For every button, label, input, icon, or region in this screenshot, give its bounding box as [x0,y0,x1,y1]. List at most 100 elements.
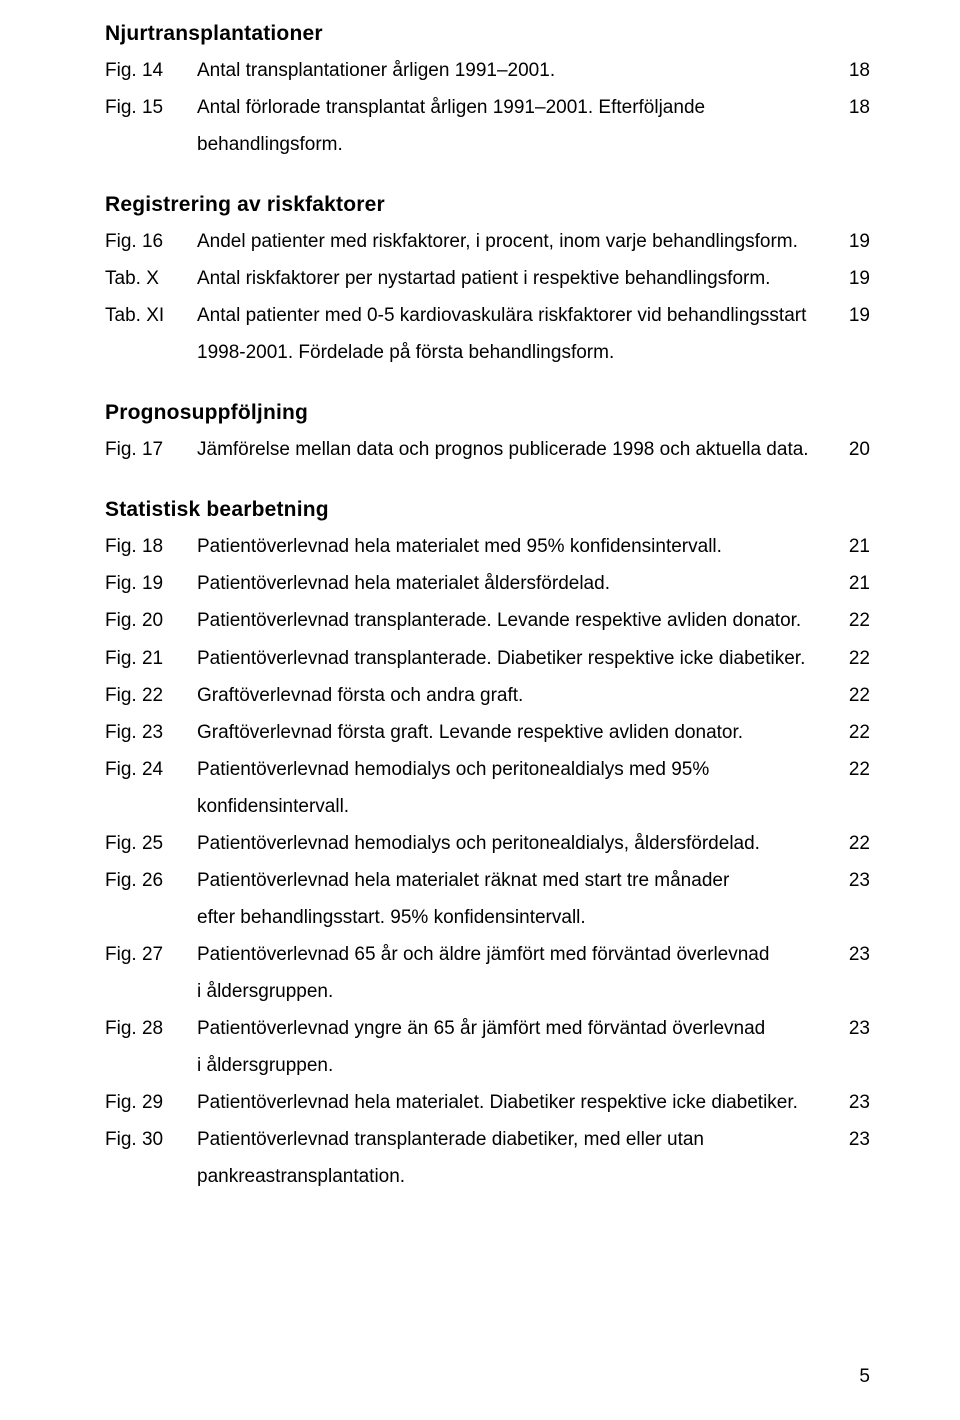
toc-entry: Fig. 27 Patientöverlevnad 65 år och äldr… [105,936,870,973]
entry-page: 23 [834,862,870,899]
entry-page: 18 [834,52,870,89]
toc-entry: Fig. 21 Patientöverlevnad transplanterad… [105,640,870,677]
entry-page: 22 [834,602,870,639]
entry-description: Patientöverlevnad transplanterade diabet… [197,1121,834,1158]
entry-description: i åldersgruppen. [197,1047,834,1084]
entry-page: 19 [834,223,870,260]
entry-page: 22 [834,825,870,862]
entry-page: 23 [834,1121,870,1158]
entry-description: Patientöverlevnad hela materialet. Diabe… [197,1084,834,1121]
entry-description: Antal patienter med 0-5 kardiovaskulära … [197,297,834,334]
entry-ref: Fig. 24 [105,751,197,825]
entry-ref: Fig. 23 [105,714,197,751]
entry-ref-spacer [105,1047,197,1084]
entry-ref: Fig. 26 [105,862,197,899]
entry-page-spacer [834,973,870,1010]
toc-entry-continuation: 1998-2001. Fördelade på första behandlin… [105,334,870,371]
toc-entry: Fig. 15 Antal förlorade transplantat årl… [105,89,870,163]
entry-ref: Fig. 16 [105,223,197,260]
toc-entry: Fig. 19 Patientöverlevnad hela materiale… [105,565,870,602]
entry-ref: Fig. 27 [105,936,197,973]
entry-description: Patientöverlevnad hela materialet ålders… [197,565,834,602]
toc-entry: Fig. 18 Patientöverlevnad hela materiale… [105,528,870,565]
entry-page-spacer [834,899,870,936]
entry-description: Antal riskfaktorer per nystartad patient… [197,260,834,297]
toc-entry: Fig. 14 Antal transplantationer årligen … [105,52,870,89]
entry-ref-spacer [105,973,197,1010]
entry-page: 20 [834,431,870,468]
toc-entry: Fig. 25 Patientöverlevnad hemodialys och… [105,825,870,862]
entry-ref: Fig. 30 [105,1121,197,1158]
entry-ref: Fig. 15 [105,89,197,163]
entry-description: Patientöverlevnad hemodialys och periton… [197,825,834,862]
entry-description: Patientöverlevnad hemodialys och periton… [197,751,834,825]
entry-ref: Fig. 20 [105,602,197,639]
entry-page: 19 [834,297,870,334]
entry-description: Antal transplantationer årligen 1991–200… [197,52,834,89]
entry-description: efter behandlingsstart. 95% konfidensint… [197,899,834,936]
entry-ref-spacer [105,334,197,371]
entry-ref: Fig. 14 [105,52,197,89]
entry-description: Patientöverlevnad hela materialet med 95… [197,528,834,565]
toc-entry: Tab. X Antal riskfaktorer per nystartad … [105,260,870,297]
toc-entry-continuation: i åldersgruppen. [105,973,870,1010]
entry-ref: Fig. 22 [105,677,197,714]
entry-description: Jämförelse mellan data och prognos publi… [197,431,834,468]
entry-description: pankreastransplantation. [197,1158,834,1195]
toc-entry: Fig. 24 Patientöverlevnad hemodialys och… [105,751,870,825]
toc-entry-continuation: efter behandlingsstart. 95% konfidensint… [105,899,870,936]
document-page: Njurtransplantationer Fig. 14 Antal tran… [0,0,960,1420]
toc-entry: Fig. 28 Patientöverlevnad yngre än 65 år… [105,1010,870,1047]
entry-description: Patientöverlevnad hela materialet räknat… [197,862,834,899]
section-heading: Registrering av riskfaktorer [105,193,870,217]
toc-entry: Fig. 29 Patientöverlevnad hela materiale… [105,1084,870,1121]
entry-ref: Fig. 29 [105,1084,197,1121]
entry-page: 22 [834,714,870,751]
section-heading: Statistisk bearbetning [105,498,870,522]
entry-page: 23 [834,1010,870,1047]
entry-description: Andel patienter med riskfaktorer, i proc… [197,223,834,260]
entry-page: 23 [834,936,870,973]
entry-description: Patientöverlevnad transplanterade. Levan… [197,602,834,639]
entry-description: Patientöverlevnad 65 år och äldre jämför… [197,936,834,973]
entry-description: Antal förlorade transplantat årligen 199… [197,89,834,163]
entry-description: 1998-2001. Fördelade på första behandlin… [197,334,834,371]
toc-entry-continuation: pankreastransplantation. [105,1158,870,1195]
entry-page: 21 [834,528,870,565]
entry-page: 18 [834,89,870,163]
entry-page: 22 [834,677,870,714]
entry-page: 23 [834,1084,870,1121]
entry-ref: Fig. 25 [105,825,197,862]
section-heading: Prognosuppföljning [105,401,870,425]
entry-page-spacer [834,334,870,371]
entry-page-spacer [834,1158,870,1195]
toc-entry: Fig. 16 Andel patienter med riskfaktorer… [105,223,870,260]
entry-page: 21 [834,565,870,602]
entry-description: Patientöverlevnad yngre än 65 år jämfört… [197,1010,834,1047]
entry-ref: Fig. 28 [105,1010,197,1047]
page-number: 5 [859,1366,870,1388]
entry-description: Graftöverlevnad första och andra graft. [197,677,834,714]
entry-ref: Tab. XI [105,297,197,334]
toc-entry: Fig. 20 Patientöverlevnad transplanterad… [105,602,870,639]
toc-entry: Fig. 23 Graftöverlevnad första graft. Le… [105,714,870,751]
toc-entry: Fig. 26 Patientöverlevnad hela materiale… [105,862,870,899]
toc-entry: Fig. 22 Graftöverlevnad första och andra… [105,677,870,714]
entry-ref-spacer [105,899,197,936]
entry-page: 22 [834,751,870,825]
entry-page: 19 [834,260,870,297]
entry-ref: Fig. 17 [105,431,197,468]
entry-page-spacer [834,1047,870,1084]
entry-description: Patientöverlevnad transplanterade. Diabe… [197,640,834,677]
toc-entry: Tab. XI Antal patienter med 0-5 kardiova… [105,297,870,334]
toc-entry: Fig. 30 Patientöverlevnad transplanterad… [105,1121,870,1158]
entry-ref-spacer [105,1158,197,1195]
entry-ref: Tab. X [105,260,197,297]
entry-ref: Fig. 21 [105,640,197,677]
entry-ref: Fig. 19 [105,565,197,602]
section-heading: Njurtransplantationer [105,22,870,46]
toc-entry: Fig. 17 Jämförelse mellan data och progn… [105,431,870,468]
entry-ref: Fig. 18 [105,528,197,565]
entry-description: i åldersgruppen. [197,973,834,1010]
toc-entry-continuation: i åldersgruppen. [105,1047,870,1084]
